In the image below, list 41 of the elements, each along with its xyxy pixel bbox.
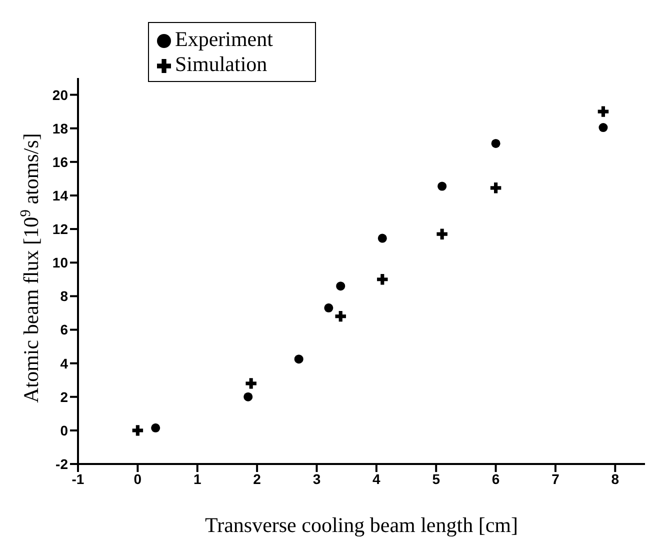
point (244, 392, 253, 402)
x-tick-label: 5 (432, 470, 440, 487)
point (377, 274, 388, 285)
x-tick-label: 6 (492, 470, 500, 487)
point (490, 182, 502, 194)
point (294, 354, 304, 364)
point (324, 303, 334, 312)
point (598, 106, 609, 117)
point (436, 228, 448, 240)
y-tick-label: 0 (60, 422, 68, 438)
y-tick-label: -2 (56, 456, 68, 472)
y-tick-label: 4 (60, 355, 68, 372)
x-tick-label: 1 (193, 470, 202, 487)
x-tick-label: 0 (134, 470, 142, 487)
x-tick-label: 2 (253, 470, 262, 487)
point (151, 423, 160, 432)
x-tick-label: 7 (552, 470, 560, 487)
point (378, 234, 387, 243)
point (336, 282, 346, 291)
y-tick-label: 2 (60, 388, 68, 405)
y-tick-label: 6 (60, 322, 68, 338)
x-tick-label: 4 (372, 470, 381, 487)
y-tick-label: 20 (52, 86, 68, 103)
x-tick-label: -1 (72, 470, 84, 487)
point (438, 182, 447, 191)
y-tick-label: 18 (52, 120, 68, 136)
y-tick-label: 12 (52, 221, 68, 238)
legend-label: Experiment (175, 27, 273, 51)
y-tick-label: 16 (52, 154, 68, 170)
point (246, 378, 256, 389)
x-tick-label: 3 (312, 470, 321, 487)
point (598, 123, 608, 132)
point (132, 425, 144, 436)
x-tick-label: 8 (611, 470, 620, 487)
y-tick-label: 14 (52, 187, 68, 204)
point (335, 310, 346, 322)
y-tick-label: 10 (52, 254, 68, 271)
legend-label: Simulation (175, 52, 268, 76)
point (491, 138, 500, 148)
x-axis-title: Transverse cooling beam length [cm] (205, 513, 518, 537)
y-tick-label: 8 (60, 288, 68, 304)
